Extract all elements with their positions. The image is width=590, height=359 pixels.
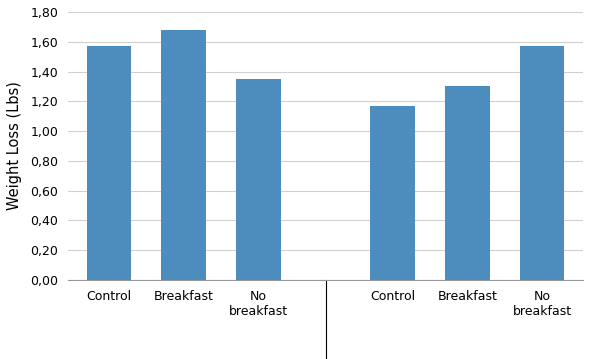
Bar <box>520 46 565 280</box>
Bar <box>236 79 281 280</box>
Bar <box>87 46 132 280</box>
Bar <box>161 30 206 280</box>
Bar <box>445 87 490 280</box>
Bar <box>371 106 415 280</box>
Y-axis label: Weight Loss (Lbs): Weight Loss (Lbs) <box>7 81 22 210</box>
